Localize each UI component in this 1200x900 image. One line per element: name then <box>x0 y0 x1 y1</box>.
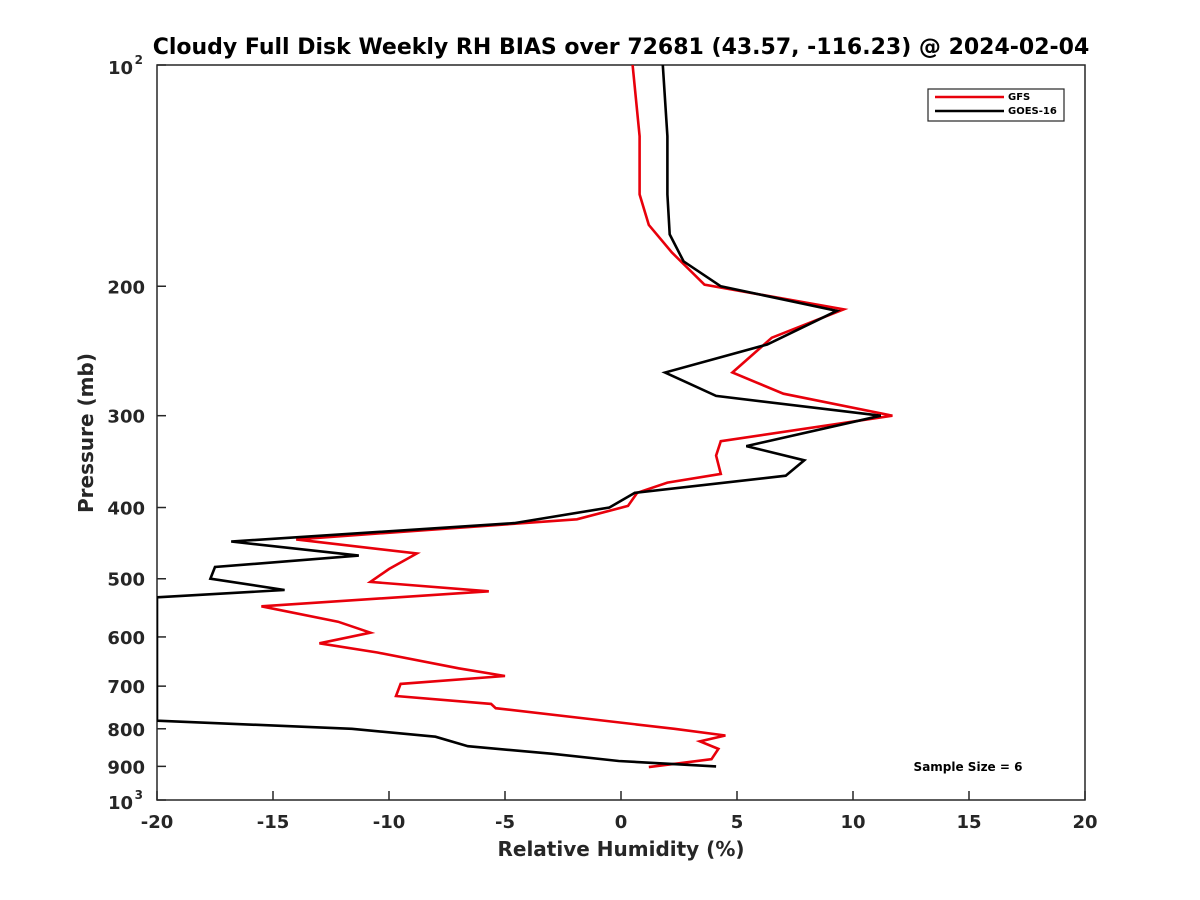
y-tick-label-exponent: 3 <box>135 788 143 802</box>
y-tick-label-power: 10 2 <box>108 53 143 79</box>
x-tick-label: 20 <box>1072 812 1097 833</box>
y-axis-label: Pressure (mb) <box>74 353 98 513</box>
legend-label-gfs: GFS <box>1008 92 1030 103</box>
sample-size-annotation: Sample Size = 6 <box>914 760 1023 774</box>
y-tick-label-exponent: 2 <box>135 53 143 67</box>
x-tick-label: -5 <box>495 812 515 833</box>
y-tick-label-base: 10 <box>108 58 133 79</box>
y-tick-label: 900 <box>107 757 145 778</box>
y-tick-label: 700 <box>107 677 145 698</box>
series-line-goes16 <box>157 65 882 768</box>
legend-label-goes16: GOES-16 <box>1008 106 1057 117</box>
y-tick-label: 500 <box>107 570 145 591</box>
x-tick-label: 5 <box>731 812 744 833</box>
y-tick-label: 200 <box>107 277 145 298</box>
x-tick-label: -15 <box>257 812 290 833</box>
series-layer <box>157 65 893 769</box>
x-tick-label: -20 <box>141 812 174 833</box>
y-tick-label-power: 10 3 <box>108 788 143 814</box>
x-tick-label: 15 <box>956 812 981 833</box>
series-line-gfs <box>261 65 893 769</box>
y-tick-label-base: 10 <box>108 793 133 814</box>
y-tick-label: 800 <box>107 720 145 741</box>
x-tick-label: 10 <box>840 812 865 833</box>
chart-title: Cloudy Full Disk Weekly RH BIAS over 726… <box>153 35 1090 60</box>
y-tick-label: 300 <box>107 407 145 428</box>
x-tick-label: -10 <box>373 812 406 833</box>
y-tick-label: 600 <box>107 628 145 649</box>
y-tick-label: 400 <box>107 499 145 520</box>
legend-box <box>927 88 1065 122</box>
x-axis-label: Relative Humidity (%) <box>497 837 744 861</box>
legend: GFS GOES-16 <box>927 88 1065 122</box>
x-tick-label: 0 <box>615 812 628 833</box>
plot-area-frame <box>156 64 1086 801</box>
